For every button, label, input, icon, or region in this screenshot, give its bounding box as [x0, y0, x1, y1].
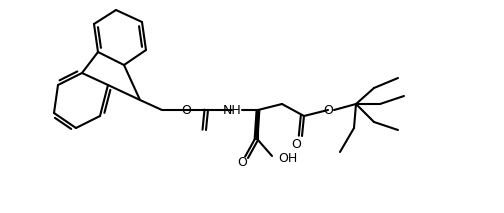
Text: O: O: [291, 138, 301, 151]
Text: O: O: [323, 104, 333, 117]
Text: O: O: [237, 155, 247, 168]
Text: O: O: [181, 104, 191, 117]
Text: NH: NH: [223, 104, 241, 117]
Text: OH: OH: [278, 151, 297, 164]
